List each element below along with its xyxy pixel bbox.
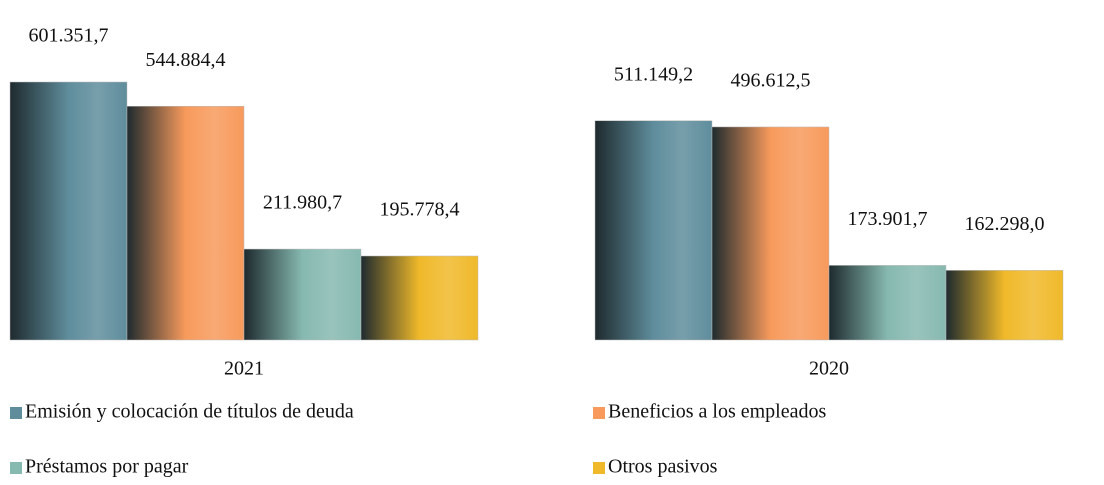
- data-label: 195.778,4: [380, 199, 460, 221]
- x-tick-label: 2021: [224, 358, 264, 380]
- bar: [9, 81, 128, 341]
- bar: [828, 265, 947, 341]
- legend-swatch: [10, 407, 22, 419]
- legend-label: Beneficios a los empleados: [608, 401, 826, 423]
- data-label: 496.612,5: [731, 70, 811, 92]
- legend-label: Préstamos por pagar: [25, 456, 189, 478]
- legend-swatch: [10, 462, 22, 474]
- data-label: 162.298,0: [965, 213, 1045, 235]
- bar: [243, 248, 362, 341]
- data-label: 544.884,4: [146, 49, 226, 71]
- bar: [711, 126, 830, 341]
- data-label: 173.901,7: [848, 208, 928, 230]
- legend-label: Otros pasivos: [608, 456, 718, 478]
- bar: [360, 255, 479, 341]
- bar: [945, 270, 1064, 341]
- legend-label: Emisión y colocación de títulos de deuda: [25, 401, 354, 423]
- data-label: 211.980,7: [263, 192, 342, 214]
- legend-swatch: [593, 407, 605, 419]
- bar: [126, 105, 245, 341]
- data-label: 511.149,2: [614, 63, 693, 85]
- legend-swatch: [593, 462, 605, 474]
- bar: [594, 120, 713, 341]
- data-label: 601.351,7: [29, 25, 109, 47]
- x-tick-label: 2020: [809, 358, 849, 380]
